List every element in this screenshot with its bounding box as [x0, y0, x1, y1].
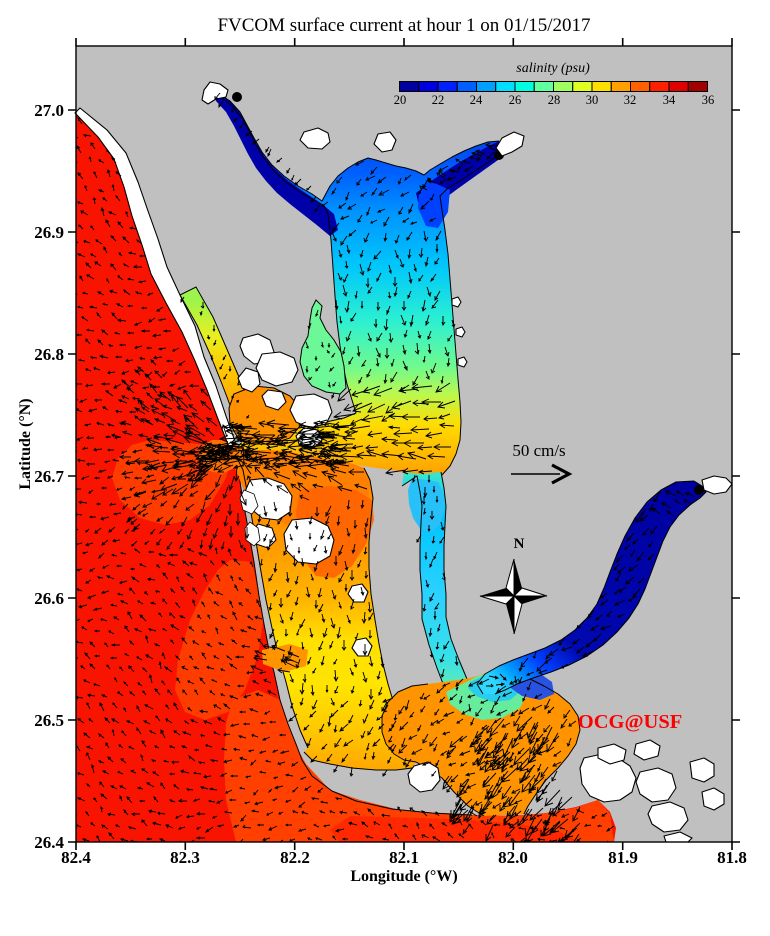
- svg-text:22: 22: [432, 93, 445, 107]
- svg-text:24: 24: [470, 93, 483, 107]
- svg-text:32: 32: [624, 93, 637, 107]
- svg-text:20: 20: [394, 93, 407, 107]
- svg-text:50 cm/s: 50 cm/s: [512, 441, 565, 460]
- svg-text:26: 26: [509, 93, 522, 107]
- svg-text:OCG@USF: OCG@USF: [578, 711, 683, 733]
- svg-text:81.9: 81.9: [608, 848, 638, 867]
- svg-text:82.2: 82.2: [280, 848, 310, 867]
- svg-text:82.4: 82.4: [61, 848, 91, 867]
- svg-text:26.4: 26.4: [34, 833, 64, 852]
- svg-text:81.8: 81.8: [717, 848, 747, 867]
- svg-text:26.9: 26.9: [34, 223, 64, 242]
- svg-text:28: 28: [548, 93, 561, 107]
- svg-text:34: 34: [663, 93, 676, 107]
- svg-text:salinity (psu): salinity (psu): [516, 61, 590, 76]
- svg-text:82.3: 82.3: [170, 848, 200, 867]
- svg-text:26.6: 26.6: [34, 589, 64, 608]
- svg-text:Longitude (°W): Longitude (°W): [350, 868, 457, 885]
- svg-text:Latitude (°N): Latitude (°N): [17, 398, 34, 489]
- svg-text:N: N: [514, 536, 525, 552]
- svg-text:26.7: 26.7: [34, 467, 64, 486]
- svg-text:26.8: 26.8: [34, 345, 64, 364]
- svg-text:82.1: 82.1: [389, 848, 419, 867]
- svg-text:30: 30: [586, 93, 599, 107]
- svg-text:26.5: 26.5: [34, 711, 64, 730]
- svg-text:27.0: 27.0: [34, 101, 64, 120]
- svg-text:82.0: 82.0: [498, 848, 528, 867]
- svg-text:FVCOM surface current at hour: FVCOM surface current at hour 1 on 01/15…: [217, 15, 590, 36]
- svg-text:36: 36: [702, 93, 715, 107]
